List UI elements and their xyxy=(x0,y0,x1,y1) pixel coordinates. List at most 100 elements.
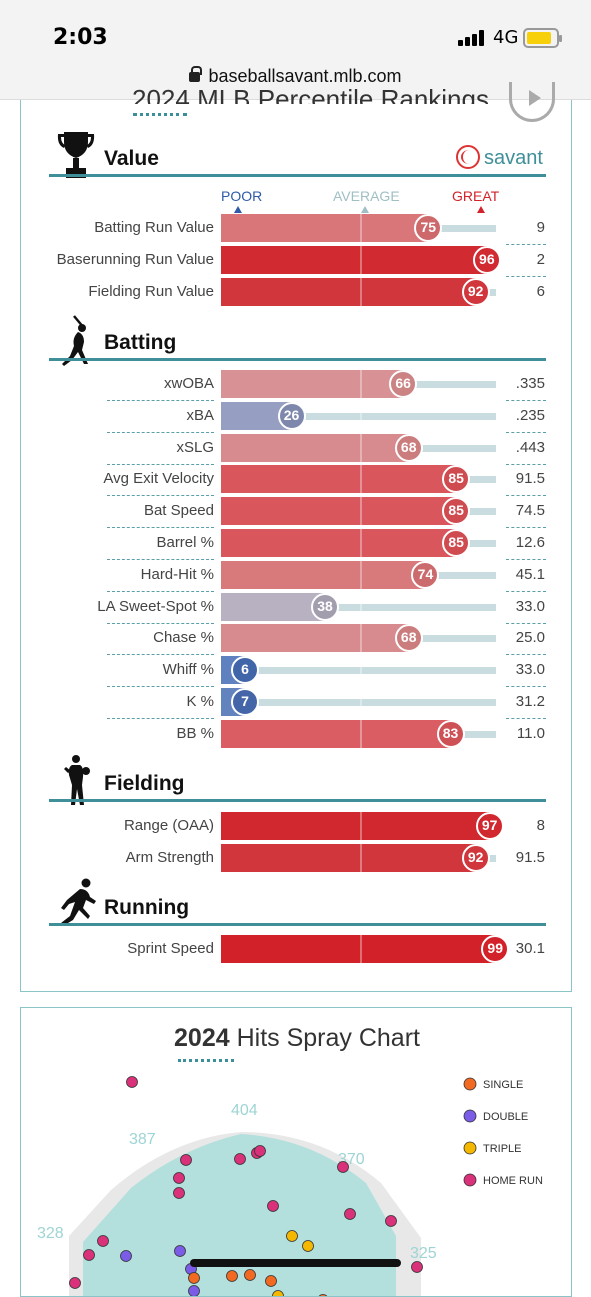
metric-value: 8 xyxy=(537,817,545,834)
hit-marker[interactable] xyxy=(345,1209,356,1220)
hit-marker[interactable] xyxy=(268,1201,279,1212)
row-separator xyxy=(107,623,214,624)
metric-value: 9 xyxy=(537,219,545,236)
hit-marker[interactable] xyxy=(338,1162,349,1173)
metric-value: 45.1 xyxy=(516,566,545,583)
hit-marker[interactable] xyxy=(174,1188,185,1199)
legend-label: SINGLE xyxy=(483,1079,523,1091)
percentile-bubble: 68 xyxy=(395,434,423,462)
metric-value: 6 xyxy=(537,283,545,300)
title-underline xyxy=(133,113,187,116)
metric-value: 33.0 xyxy=(516,598,545,615)
section-title-running: Running xyxy=(104,896,189,920)
row-separator xyxy=(107,464,214,465)
hit-marker[interactable] xyxy=(412,1262,423,1273)
average-marker-icon xyxy=(361,206,369,213)
section-divider xyxy=(49,174,546,177)
hit-marker[interactable] xyxy=(189,1286,200,1297)
legend-label: TRIPLE xyxy=(483,1143,522,1155)
hit-marker[interactable] xyxy=(235,1154,246,1165)
hit-marker[interactable] xyxy=(287,1231,298,1242)
metric-label: Bat Speed xyxy=(144,502,214,519)
percentile-bar xyxy=(221,465,456,493)
average-gridline xyxy=(360,593,362,621)
average-gridline xyxy=(360,720,362,748)
percentile-bar xyxy=(221,624,409,652)
metric-value: 25.0 xyxy=(516,629,545,646)
hit-marker[interactable] xyxy=(386,1216,397,1227)
scale-average-label: AVERAGE xyxy=(333,188,400,204)
metric-label: Hard-Hit % xyxy=(141,566,214,583)
percentile-bar xyxy=(221,278,476,306)
hit-marker[interactable] xyxy=(245,1270,256,1281)
battery-icon xyxy=(523,28,559,48)
hit-marker[interactable] xyxy=(127,1077,138,1088)
metric-value: 11.0 xyxy=(517,725,545,742)
percentile-bubble: 85 xyxy=(442,529,470,557)
metric-label: Avg Exit Velocity xyxy=(103,470,214,487)
hit-marker[interactable] xyxy=(255,1146,266,1157)
section-divider xyxy=(49,923,546,926)
percentile-bubble: 38 xyxy=(311,593,339,621)
hit-marker[interactable] xyxy=(98,1236,109,1247)
average-gridline xyxy=(360,529,362,557)
row-separator xyxy=(506,495,546,496)
hit-marker[interactable] xyxy=(189,1273,200,1284)
percentile-bubble: 66 xyxy=(389,370,417,398)
percentile-bar xyxy=(221,935,495,963)
average-gridline xyxy=(360,561,362,589)
percentile-bar xyxy=(221,593,325,621)
hit-marker[interactable] xyxy=(266,1276,277,1287)
percentile-bubble: 92 xyxy=(462,278,490,306)
legend-swatch xyxy=(464,1110,476,1122)
distance-cf: 404 xyxy=(231,1102,258,1119)
savant-logo: savant xyxy=(456,145,543,170)
hit-marker[interactable] xyxy=(303,1241,314,1252)
distance-rf: 325 xyxy=(410,1245,437,1262)
lock-icon xyxy=(189,72,200,82)
row-separator xyxy=(107,400,214,401)
metric-label: BB % xyxy=(176,725,214,742)
section-divider xyxy=(49,799,546,802)
batter-icon xyxy=(56,312,96,373)
network-type: 4G xyxy=(493,27,518,48)
row-separator xyxy=(506,654,546,655)
hit-marker[interactable] xyxy=(70,1278,81,1289)
row-separator xyxy=(107,432,214,433)
metric-label: xBA xyxy=(186,407,214,424)
average-gridline xyxy=(360,278,362,306)
percentile-bar xyxy=(221,561,425,589)
percentile-bar xyxy=(221,720,451,748)
percentile-bubble: 83 xyxy=(437,720,465,748)
hit-marker[interactable] xyxy=(181,1155,192,1166)
average-gridline xyxy=(360,214,362,242)
percentile-bar xyxy=(221,246,487,274)
row-separator xyxy=(107,686,214,687)
percentile-bubble: 26 xyxy=(278,402,306,430)
hit-marker[interactable] xyxy=(121,1251,132,1262)
metric-label: Sprint Speed xyxy=(127,940,214,957)
scale-poor-label: POOR xyxy=(221,188,262,204)
metric-label: xwOBA xyxy=(164,375,214,392)
row-separator xyxy=(506,591,546,592)
metric-value: 30.1 xyxy=(516,940,545,957)
percentile-bar xyxy=(221,529,456,557)
row-separator xyxy=(107,527,214,528)
hit-marker[interactable] xyxy=(175,1246,186,1257)
metric-value: .235 xyxy=(516,407,545,424)
metric-value: .335 xyxy=(516,375,545,392)
row-separator xyxy=(506,718,546,719)
average-gridline xyxy=(360,370,362,398)
metric-value: 2 xyxy=(537,251,545,268)
hit-marker[interactable] xyxy=(174,1173,185,1184)
metric-value: 91.5 xyxy=(516,849,545,866)
hit-marker[interactable] xyxy=(84,1250,95,1261)
average-gridline xyxy=(360,812,362,840)
baseball-icon xyxy=(456,145,480,169)
home-indicator[interactable] xyxy=(190,1259,401,1267)
percentile-bar xyxy=(221,214,428,242)
metric-label: Chase % xyxy=(153,629,214,646)
percentile-bubble: 6 xyxy=(231,656,259,684)
average-gridline xyxy=(360,246,362,274)
average-gridline xyxy=(360,656,362,684)
